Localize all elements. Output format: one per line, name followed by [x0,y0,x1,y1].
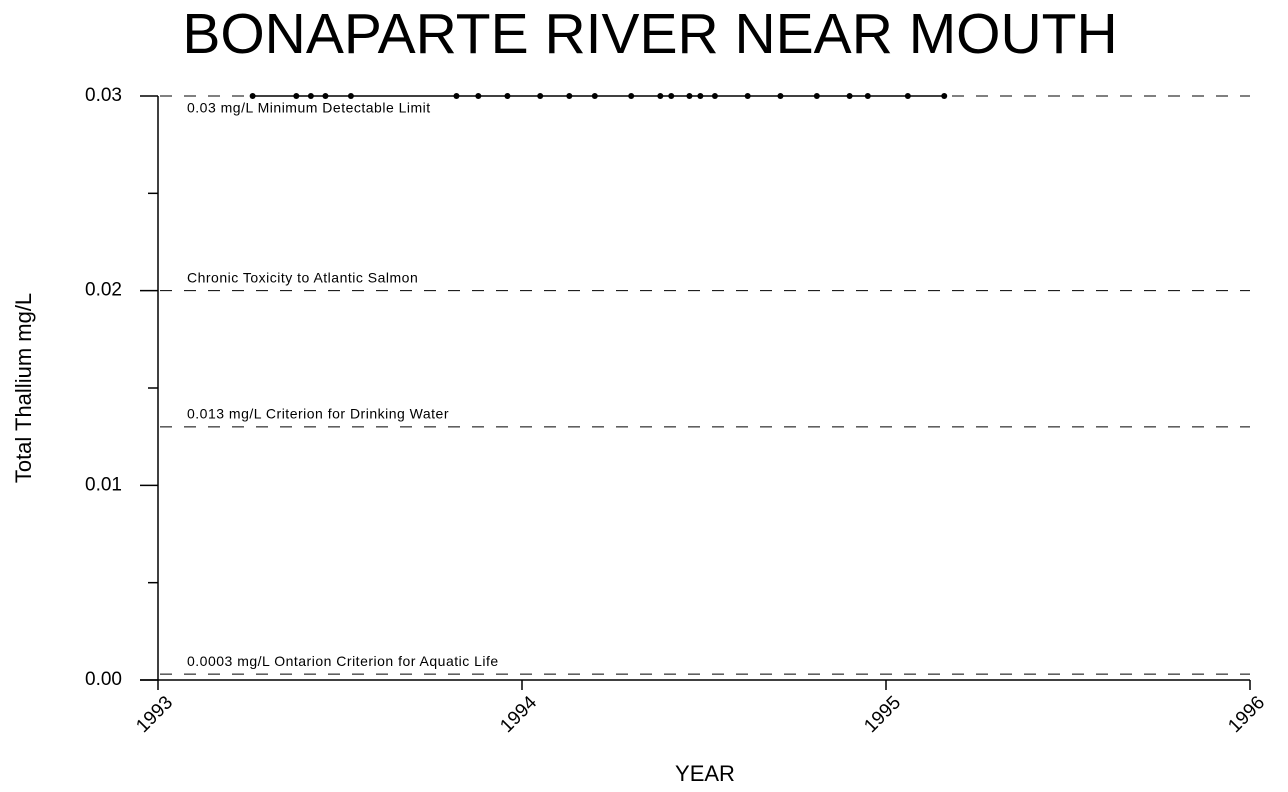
data-point [293,93,300,99]
data-point [657,93,664,99]
y-tick-label: 0.03 [85,85,122,106]
reference-label: 0.03 mg/L Minimum Detectable Limit [187,100,431,116]
reference-label: Chronic Toxicity to Atlantic Salmon [187,269,418,285]
y-tick-label: 0.02 [85,280,122,301]
x-tick-label: 1995 [860,692,905,737]
data-point [686,93,693,99]
data-point [697,93,704,99]
data-point [941,93,948,99]
data-point [322,93,329,99]
data-point [864,93,871,99]
reference-label: 0.013 mg/L Criterion for Drinking Water [187,406,449,422]
x-axis-label: YEAR [675,761,735,786]
data-point [504,93,511,99]
x-tick-label: 1996 [1224,692,1269,737]
chart-title: BONAPARTE RIVER NEAR MOUTH [182,2,1117,66]
data-point [249,93,256,99]
data-point [347,93,354,99]
data-point [475,93,482,99]
data-point [846,93,853,99]
data-point [307,93,314,99]
data-point [668,93,675,99]
y-tick-label: 0.01 [85,474,122,495]
x-tick-label: 1993 [132,692,177,737]
x-tick-label: 1994 [496,692,541,737]
data-point [744,93,751,99]
data-point [813,93,820,99]
data-point [453,93,460,99]
data-point [711,93,718,99]
data-point [537,93,544,99]
data-point [628,93,635,99]
data-point [904,93,911,99]
data-point [777,93,784,99]
y-tick-label: 0.00 [85,669,122,690]
y-axis-label: Total Thallium mg/L [11,293,36,483]
reference-label: 0.0003 mg/L Ontarion Criterion for Aquat… [187,653,499,669]
data-point [566,93,573,99]
data-point [591,93,598,99]
